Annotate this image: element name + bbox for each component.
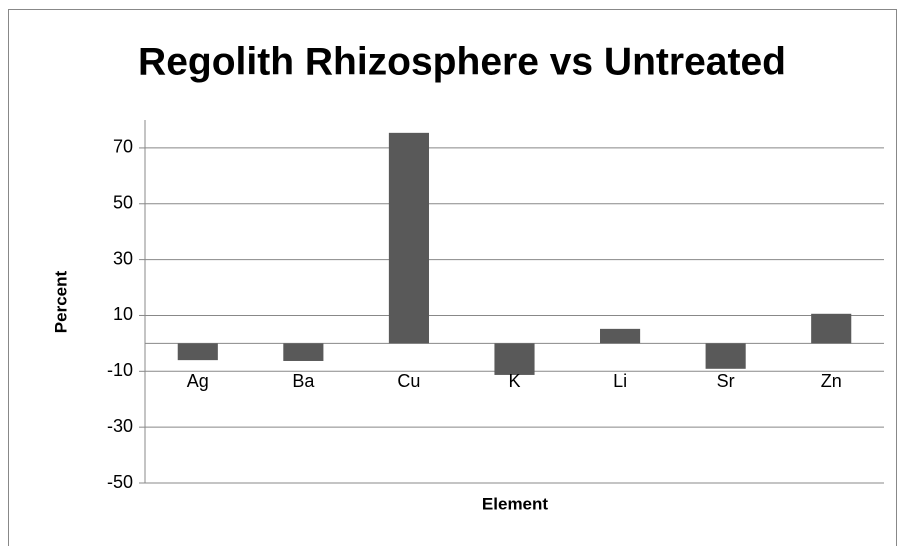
bar [600,328,641,344]
x-tick-label: K [508,371,520,391]
x-tick-label: Ba [292,371,315,391]
y-tick-label: -10 [107,360,133,380]
chart-title: Regolith Rhizosphere vs Untreated [138,40,786,83]
x-tick-label: Zn [821,371,842,391]
y-tick-label: 10 [113,304,133,324]
x-axis-title: Element [482,494,548,513]
bar [177,343,218,361]
chart-frame [8,9,897,546]
bar [494,343,535,375]
x-tick-label: Li [613,371,627,391]
y-tick-label: 70 [113,137,133,157]
bar [388,132,429,344]
y-tick-label: -30 [107,416,133,436]
x-tick-label: Ag [187,371,209,391]
y-tick-label: 50 [113,193,133,213]
y-axis-title: Percent [51,270,70,333]
bar [283,343,324,361]
y-tick-label: 30 [113,248,133,268]
x-tick-label: Cu [397,371,420,391]
y-tick-label: -50 [107,472,133,492]
bar [705,343,746,369]
bar [811,313,852,344]
x-tick-label: Sr [717,371,735,391]
